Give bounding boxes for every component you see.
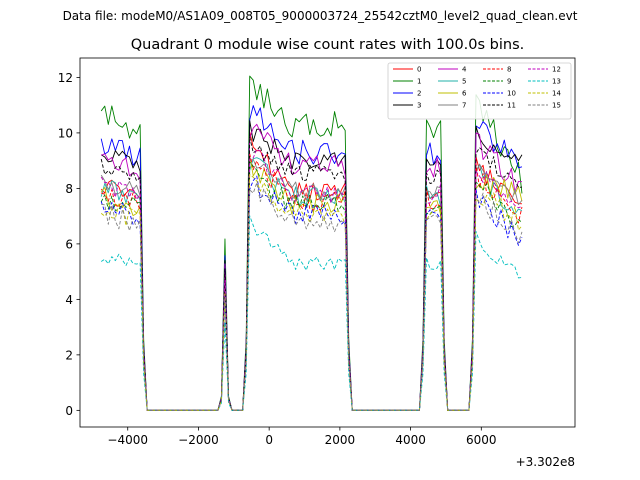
legend-label-10: 10	[507, 90, 516, 98]
legend-label-5: 5	[462, 78, 466, 86]
x-tick-label: −4000	[107, 433, 148, 447]
legend-label-11: 11	[507, 102, 516, 110]
legend-box	[387, 62, 572, 120]
y-tick-label: 10	[58, 126, 73, 140]
x-tick-label: 2000	[325, 433, 356, 447]
x-tick-label: 4000	[395, 433, 426, 447]
chart-title: Quadrant 0 module wise count rates with …	[131, 37, 525, 53]
legend-label-8: 8	[507, 66, 511, 74]
y-axis: 0 2 4 6 8 10 12	[58, 71, 80, 418]
series-line-15	[101, 182, 523, 411]
axes-frame	[79, 57, 576, 428]
legend-label-4: 4	[462, 66, 467, 74]
legend-label-7: 7	[462, 102, 466, 110]
legend-label-15: 15	[552, 102, 561, 110]
x-tick-label: 0	[265, 433, 273, 447]
legend-label-13: 13	[552, 78, 561, 86]
legend-label-6: 6	[462, 90, 467, 98]
legend-label-3: 3	[417, 102, 421, 110]
x-tick-label: 6000	[466, 433, 497, 447]
legend-label-0: 0	[417, 66, 421, 74]
y-tick-label: 4	[65, 293, 73, 307]
x-axis: −4000 −2000 0 2000 4000 6000	[107, 427, 497, 447]
legend-label-2: 2	[417, 90, 421, 98]
plot-area	[79, 57, 576, 428]
y-tick-label: 12	[58, 71, 73, 85]
legend-label-1: 1	[417, 78, 421, 86]
legend-label-9: 9	[507, 78, 511, 86]
plot-background	[80, 58, 575, 427]
suptitle: Data file: modeM0/AS1A09_008T05_90000037…	[63, 9, 578, 23]
y-tick-label: 2	[65, 348, 73, 362]
legend-label-12: 12	[552, 66, 561, 74]
y-tick-label: 0	[65, 404, 73, 418]
x-offset-label: +3.302e8	[516, 455, 575, 469]
y-tick-label: 6	[65, 237, 73, 251]
series-layer	[100, 75, 523, 411]
legend-label-14: 14	[552, 90, 561, 98]
y-tick-label: 8	[65, 182, 73, 196]
x-tick-label: −2000	[178, 433, 219, 447]
